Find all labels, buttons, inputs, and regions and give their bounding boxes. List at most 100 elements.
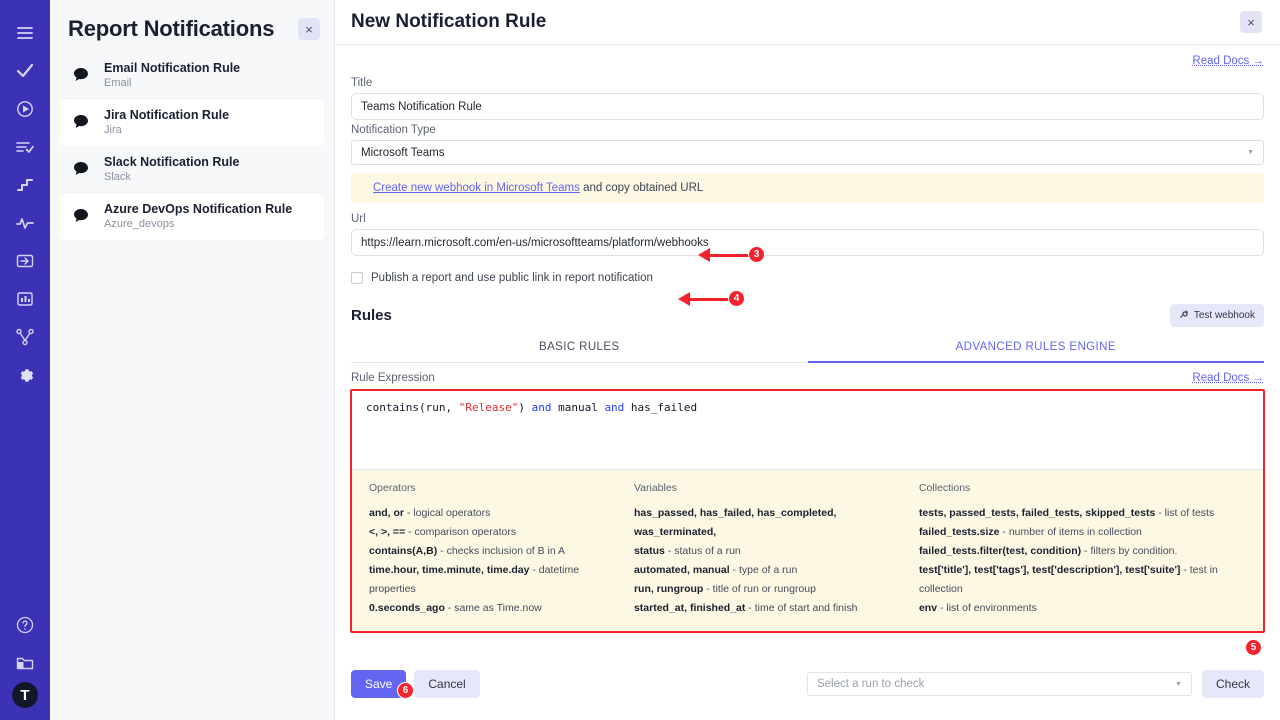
rule-expression-header: Rule Expression Read Docs → bbox=[351, 372, 1264, 384]
legend-line: 0.seconds_ago - same as Time.now bbox=[369, 602, 542, 614]
legend-line: <, >, == - comparison operators bbox=[369, 526, 517, 538]
legend-line: failed_tests.filter(test, condition) - f… bbox=[918, 545, 1178, 557]
url-input[interactable]: https://learn.microsoft.com/en-us/micros… bbox=[351, 229, 1264, 256]
rules-heading: Rules bbox=[351, 307, 392, 324]
legend-line: automated, manual - type of a run bbox=[633, 564, 798, 576]
notification-type-select[interactable]: Microsoft Teams ▼ bbox=[351, 140, 1264, 165]
app-logo[interactable]: T bbox=[12, 682, 38, 708]
check-icon[interactable] bbox=[6, 52, 44, 90]
list-item-title: Slack Notification Rule bbox=[104, 155, 240, 169]
title-input[interactable]: Teams Notification Rule bbox=[351, 93, 1264, 120]
plug-icon bbox=[1179, 309, 1189, 322]
rules-legend: Operators and, or - logical operators <,… bbox=[351, 470, 1264, 632]
check-button[interactable]: Check bbox=[1201, 670, 1264, 698]
run-select[interactable]: Select a run to check ▼ bbox=[806, 672, 1192, 696]
webhook-hint-bar: Create new webhook in Microsoft Teams an… bbox=[351, 173, 1264, 203]
import-icon[interactable] bbox=[6, 242, 44, 280]
branch-icon[interactable] bbox=[6, 318, 44, 356]
list-item-title: Email Notification Rule bbox=[104, 61, 241, 75]
publish-report-checkbox-row: Publish a report and use public link in … bbox=[351, 272, 1264, 284]
list-item-type: Azure_devops bbox=[104, 218, 175, 230]
modal-body: Read Docs → Title Teams Notification Rul… bbox=[335, 45, 1280, 633]
modal-title: New Notification Rule bbox=[351, 11, 547, 32]
legend-title-collections: Collections bbox=[918, 482, 971, 494]
test-webhook-button[interactable]: Test webhook bbox=[1169, 304, 1264, 327]
speech-bubble-icon bbox=[70, 113, 92, 131]
save-button[interactable]: Save bbox=[351, 670, 407, 698]
read-docs-link-rules[interactable]: Read Docs → bbox=[1192, 372, 1264, 384]
url-field-label: Url bbox=[351, 213, 366, 225]
panel-close-icon[interactable]: × bbox=[298, 18, 320, 40]
list-item-text: Azure DevOps Notification Rule Azure_dev… bbox=[104, 202, 292, 230]
rule-expression-editor[interactable]: contains(run, "Release") and manual and … bbox=[351, 390, 1264, 470]
title-field-label: Title bbox=[351, 77, 373, 89]
legend-line: contains(A,B) - checks inclusion of B in… bbox=[369, 545, 566, 557]
rules-section-header: Rules Test webhook bbox=[351, 304, 1264, 327]
legend-line: and, or - logical operators bbox=[369, 507, 491, 519]
legend-column-variables: Variables has_passed, has_failed, has_co… bbox=[634, 482, 919, 618]
legend-title-operators: Operators bbox=[369, 482, 416, 494]
left-icon-rail: T bbox=[0, 0, 50, 720]
legend-line: env - list of environments bbox=[918, 602, 1037, 614]
tab-advanced-rules-engine[interactable]: ADVANCED RULES ENGINE bbox=[807, 333, 1265, 363]
list-item-type: Email bbox=[104, 77, 132, 89]
modal-close-icon[interactable]: × bbox=[1240, 11, 1262, 33]
legend-line: failed_tests.size - number of items in c… bbox=[918, 526, 1142, 538]
chevron-down-icon: ▼ bbox=[1175, 680, 1182, 688]
list-item-title: Jira Notification Rule bbox=[104, 108, 230, 122]
menu-icon[interactable] bbox=[6, 14, 44, 52]
chevron-down-icon: ▼ bbox=[1247, 149, 1254, 156]
list-item-type: Jira bbox=[104, 124, 122, 136]
test-webhook-label: Test webhook bbox=[1193, 310, 1255, 321]
legend-column-collections: Collections tests, passed_tests, failed_… bbox=[919, 482, 1246, 618]
list-item[interactable]: Slack Notification Rule Slack bbox=[60, 146, 324, 193]
panel-title: Report Notifications bbox=[68, 16, 275, 41]
legend-line: status - status of a run bbox=[633, 545, 741, 557]
publish-report-checkbox[interactable] bbox=[351, 272, 363, 284]
list-item[interactable]: Jira Notification Rule Jira bbox=[60, 99, 324, 146]
list-item-text: Slack Notification Rule Slack bbox=[104, 155, 239, 183]
list-item-title: Azure DevOps Notification Rule bbox=[104, 202, 293, 216]
steps-icon[interactable] bbox=[6, 166, 44, 204]
help-icon[interactable] bbox=[6, 606, 44, 644]
folder-icon[interactable] bbox=[6, 644, 44, 682]
legend-column-operators: Operators and, or - logical operators <,… bbox=[369, 482, 634, 618]
list-item[interactable]: Email Notification Rule Email bbox=[60, 52, 324, 99]
rule-expression-label: Rule Expression bbox=[351, 372, 435, 384]
read-docs-link-top[interactable]: Read Docs → bbox=[1192, 55, 1264, 67]
webhook-hint-rest: and copy obtained URL bbox=[579, 182, 704, 194]
list-item-text: Email Notification Rule Email bbox=[104, 61, 240, 89]
speech-bubble-icon bbox=[70, 160, 92, 178]
publish-report-label: Publish a report and use public link in … bbox=[371, 272, 653, 284]
chart-icon[interactable] bbox=[6, 280, 44, 318]
play-circle-icon[interactable] bbox=[6, 90, 44, 128]
legend-line: has_passed, has_failed, has_completed, w… bbox=[633, 507, 837, 538]
modal-header: New Notification Rule × bbox=[335, 0, 1280, 45]
list-item[interactable]: Azure DevOps Notification Rule Azure_dev… bbox=[60, 193, 324, 240]
rules-tabs: BASIC RULES ADVANCED RULES ENGINE bbox=[351, 333, 1264, 363]
legend-title-variables: Variables bbox=[633, 482, 677, 494]
create-webhook-link[interactable]: Create new webhook in Microsoft Teams bbox=[373, 182, 580, 194]
modal-footer: Save Cancel Select a run to check ▼ Chec… bbox=[351, 670, 1264, 698]
legend-line: tests, passed_tests, failed_tests, skipp… bbox=[918, 507, 1215, 519]
speech-bubble-icon bbox=[70, 66, 92, 84]
legend-line: run, rungroup - title of run or rungroup bbox=[633, 583, 816, 595]
cancel-button[interactable]: Cancel bbox=[414, 670, 480, 698]
speech-bubble-icon bbox=[70, 207, 92, 225]
report-notifications-panel: Report Notifications × Email Notificatio… bbox=[50, 0, 335, 720]
footer-right-group: Select a run to check ▼ Check bbox=[806, 670, 1264, 698]
notification-type-label: Notification Type bbox=[351, 124, 436, 136]
legend-line: time.hour, time.minute, time.day - datet… bbox=[369, 564, 580, 595]
rule-expression-area: contains(run, "Release") and manual and … bbox=[350, 389, 1265, 633]
gear-icon[interactable] bbox=[6, 356, 44, 394]
legend-line: started_at, finished_at - time of start … bbox=[633, 602, 858, 614]
list-item-type: Slack bbox=[104, 171, 131, 183]
list-check-icon[interactable] bbox=[6, 128, 44, 166]
read-docs-row-top: Read Docs → bbox=[351, 51, 1264, 73]
tab-basic-rules[interactable]: BASIC RULES bbox=[539, 341, 620, 353]
rule-expression-code: contains(run, "Release") and manual and … bbox=[366, 401, 698, 414]
pulse-icon[interactable] bbox=[6, 204, 44, 242]
panel-header: Report Notifications × bbox=[50, 0, 334, 52]
list-item-text: Jira Notification Rule Jira bbox=[104, 108, 229, 136]
